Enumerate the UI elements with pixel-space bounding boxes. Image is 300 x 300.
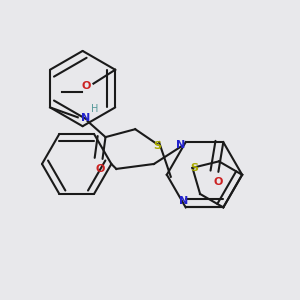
- Text: O: O: [214, 177, 223, 187]
- Text: S: S: [190, 163, 198, 173]
- Text: H: H: [91, 104, 98, 114]
- Text: N: N: [179, 196, 188, 206]
- Text: S: S: [153, 141, 161, 151]
- Text: O: O: [81, 81, 91, 91]
- Text: N: N: [81, 113, 90, 123]
- Text: N: N: [176, 140, 185, 150]
- Text: O: O: [96, 164, 105, 174]
